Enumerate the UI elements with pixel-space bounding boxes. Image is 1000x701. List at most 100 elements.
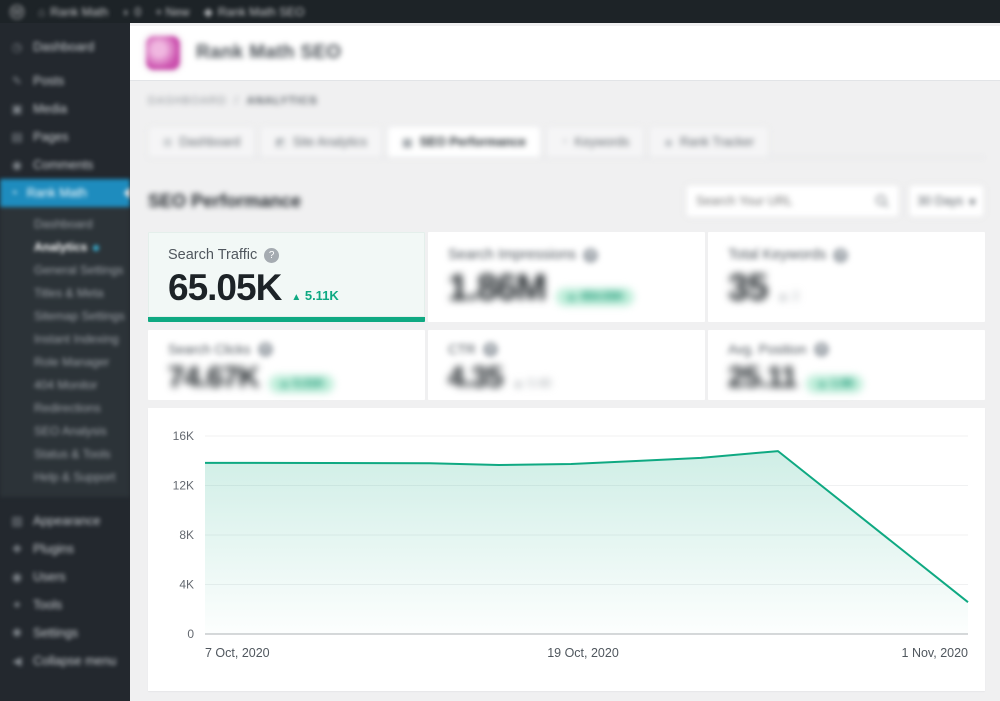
tools-icon: ✦ [11, 598, 23, 612]
comments-bubble-icon: ◗ [122, 4, 130, 19]
submenu-item-redirections[interactable]: Redirections [34, 401, 101, 415]
breadcrumb: DASHBOARD / ANALYTICS [148, 95, 318, 107]
submenu-item-analytics[interactable]: Analytics [0, 236, 130, 259]
x-tick-19-oct: 19 Oct, 2020 [547, 646, 619, 660]
submenu-item-404-monitor[interactable]: 404 Monitor [34, 378, 98, 392]
tab-keywords-icon: ◔ [560, 136, 568, 148]
rank-math-pin-icon: ◆ [203, 4, 213, 19]
card-total-keywords[interactable]: Total Keywords ? 35 ▲ 2 [708, 232, 985, 322]
wp-logo-menu[interactable]: W [10, 4, 24, 19]
submenu-item-seo-analysis[interactable]: SEO Analysis [34, 424, 107, 438]
tab-dashboard[interactable]: ⊞ Dashboard [148, 126, 256, 157]
sidebar-item-comments[interactable]: ◉ Comments [11, 158, 94, 172]
date-range-dropdown[interactable]: 30 Days ▾ [908, 184, 985, 218]
current-page-dot-icon [93, 244, 100, 251]
comments-icon: ◉ [11, 158, 23, 172]
submenu-item-general-settings[interactable]: General Settings [34, 263, 124, 277]
y-tick-12k: 12K [173, 479, 194, 493]
card-search-impressions-value: 1.86M [448, 267, 547, 308]
y-tick-8k: 8K [179, 528, 194, 542]
card-ctr[interactable]: CTR ? 4.35 ▲ 0.48 [428, 330, 705, 400]
dashboard-icon: ◷ [11, 40, 23, 54]
help-icon[interactable]: ? [583, 247, 599, 263]
x-tick-1-nov: 1 Nov, 2020 [902, 646, 969, 660]
plugin-header: Rank Math SEO [130, 26, 1000, 81]
help-icon[interactable]: ? [264, 247, 280, 263]
sidebar-item-posts[interactable]: ✎ Posts [11, 74, 65, 88]
total-keywords-badge: ▲ 2 [777, 289, 800, 303]
analytics-tabs: ⊞ Dashboard ◩ Site Analytics ▦ SEO Perfo… [148, 126, 985, 158]
kpi-cards-grid: Search Traffic ? 65.05K ▲ 5.11K Search I… [148, 232, 985, 400]
adminbar-site-name[interactable]: ⌂ Rank Math [38, 4, 109, 19]
submenu-item-role-manager[interactable]: Role Manager [34, 355, 110, 369]
submenu-item-instant-indexing[interactable]: Instant Indexing [34, 332, 119, 346]
breadcrumb-root[interactable]: DASHBOARD [148, 95, 227, 107]
main-content: Rank Math SEO DASHBOARD / ANALYTICS ⊞ Da… [130, 23, 1000, 701]
card-ctr-value: 4.35 [448, 361, 503, 394]
rank-math-logo-icon [146, 36, 180, 70]
breadcrumb-current: ANALYTICS [246, 95, 318, 107]
search-icon [875, 194, 889, 208]
arrow-up-icon: ▲ [291, 292, 302, 303]
tab-dashboard-icon: ⊞ [163, 136, 173, 149]
x-tick-7-oct: 7 Oct, 2020 [205, 646, 270, 660]
sidebar-item-plugins[interactable]: ❖ Plugins [11, 542, 74, 556]
pages-icon: ▤ [11, 130, 23, 144]
submenu-item-help-support[interactable]: Help & Support [34, 470, 116, 484]
card-search-traffic-value: 65.05K [168, 267, 282, 308]
search-traffic-delta: ▲ 5.11K [291, 288, 339, 303]
card-avg-position-value: 25.11 [728, 361, 797, 394]
sidebar-item-tools[interactable]: ✦ Tools [11, 598, 63, 612]
help-icon[interactable]: ? [833, 247, 849, 263]
tab-site-analytics[interactable]: ◩ Site Analytics [260, 126, 383, 157]
help-icon[interactable]: ? [257, 342, 273, 357]
sidebar-item-dashboard[interactable]: ◷ Dashboard [11, 40, 95, 54]
sidebar-item-collapse-menu[interactable]: ◀ Collapse menu [0, 647, 130, 675]
card-search-impressions[interactable]: Search Impressions ? 1.86M ▲ 454.55K [428, 232, 705, 322]
submenu-item-dashboard[interactable]: Dashboard [34, 217, 93, 231]
wordpress-logo-icon: W [10, 4, 24, 19]
sidebar-item-appearance[interactable]: ▨ Appearance [11, 514, 101, 528]
tab-keywords[interactable]: ◔ Keywords [545, 126, 645, 157]
submenu-item-titles-meta[interactable]: Titles & Meta [34, 286, 104, 300]
settings-icon: ✱ [11, 626, 23, 640]
appearance-icon: ▨ [11, 514, 23, 528]
sidebar-item-pages[interactable]: ▤ Pages [11, 130, 69, 144]
help-icon[interactable]: ? [813, 342, 829, 357]
card-total-keywords-title: Total Keywords [728, 247, 827, 263]
traffic-line [205, 450, 969, 603]
card-ctr-title: CTR [448, 342, 476, 357]
tab-rank-tracker[interactable]: ◈ Rank Tracker [649, 126, 770, 157]
card-search-traffic[interactable]: Search Traffic ? 65.05K ▲ 5.11K [148, 232, 425, 322]
submenu-item-sitemap-settings[interactable]: Sitemap Settings [34, 309, 125, 323]
url-search-box[interactable] [685, 184, 900, 218]
rank-math-submenu: Dashboard Analytics General Settings Tit… [0, 207, 130, 497]
section-heading: SEO Performance [148, 190, 302, 211]
url-search-input[interactable] [696, 194, 867, 208]
seo-performance-toolbar: SEO Performance 30 Days ▾ [148, 183, 985, 219]
plugins-icon: ❖ [11, 542, 23, 556]
sidebar-item-users[interactable]: ◉ Users [11, 570, 66, 584]
traffic-area [205, 451, 968, 634]
home-icon: ⌂ [38, 4, 46, 19]
wp-admin-sidebar: ◷ Dashboard ✎ Posts ▣ Media ▤ Pages ◉ Co… [0, 23, 130, 701]
adminbar-new-button[interactable]: + New [155, 4, 190, 19]
card-avg-position[interactable]: Avg. Position ? 25.11 ▲ 1.96 [708, 330, 985, 400]
traffic-chart-svg[interactable]: 16K 12K 8K 4K 0 7 Oct, 2020 19 Oct, 2020… [148, 408, 985, 691]
adminbar-rank-math[interactable]: ◆ Rank Math SEO [203, 4, 305, 19]
tab-site-analytics-icon: ◩ [275, 136, 286, 149]
y-tick-0: 0 [187, 627, 194, 641]
sidebar-item-settings[interactable]: ✱ Settings [11, 626, 79, 640]
tab-rank-tracker-icon: ◈ [664, 136, 673, 149]
submenu-item-status-tools[interactable]: Status & Tools [34, 447, 111, 461]
tab-seo-performance[interactable]: ▦ SEO Performance [387, 126, 541, 157]
sidebar-item-media[interactable]: ▣ Media [11, 102, 68, 116]
sidebar-item-rank-math-active[interactable]: ◔ Rank Math [0, 179, 130, 207]
chevron-down-icon: ▾ [969, 194, 976, 209]
adminbar-comments[interactable]: ◗ 0 [122, 4, 142, 19]
card-search-clicks[interactable]: Search Clicks ? 74.67K ▲ 5.31K [148, 330, 425, 400]
tab-seo-performance-icon: ▦ [402, 136, 413, 149]
current-menu-arrow [124, 187, 130, 199]
help-icon[interactable]: ? [482, 342, 498, 357]
card-search-clicks-title: Search Clicks [168, 342, 251, 357]
